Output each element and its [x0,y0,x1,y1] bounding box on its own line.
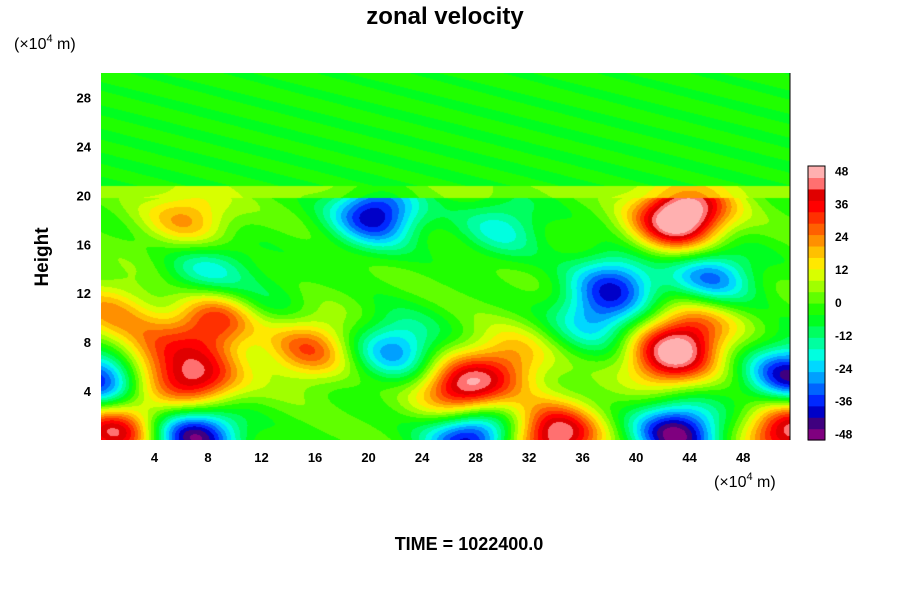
colorbar-band [808,337,825,350]
colorbar-tick-label: -12 [835,329,853,343]
x-unit-exponent: 4 [746,471,752,483]
colorbar-band [808,348,825,361]
colorbar-band [808,417,825,430]
x-tick-label: 48 [736,450,750,465]
colorbar-band [808,200,825,213]
colorbar [807,165,826,441]
colorbar-band [808,234,825,247]
y-tick-label: 24 [77,139,92,154]
chart-title: zonal velocity [366,3,524,30]
colorbar-band [808,428,825,441]
y-tick-label: 28 [77,90,91,105]
colorbar-tick-label: 12 [835,263,849,277]
colorbar-band [808,405,825,418]
colorbar-tick-label: 36 [835,197,849,211]
y-tick-label: 16 [77,237,91,252]
colorbar-band [808,280,825,293]
colorbar-tick-label: -24 [835,362,853,376]
y-unit-suffix: m) [53,36,76,53]
colorbar-band [808,268,825,281]
y-tick-labels: 4 8 12 16 20 24 28 [77,90,92,399]
x-tick-label: 24 [415,450,430,465]
colorbar-tick-label: -36 [835,395,853,409]
colorbar-band [808,371,825,384]
colorbar-band [808,394,825,407]
colorbar-tick-label: -48 [835,428,853,442]
x-tick-labels: 4 8 12 16 20 24 28 32 36 40 44 48 [151,450,751,465]
colorbar-band [808,177,825,190]
heatmap-area [101,73,790,440]
x-tick-label: 28 [468,450,482,465]
y-unit-label: (×104 m) [14,33,76,53]
colorbar-band [808,360,825,373]
colorbar-tick-label: 0 [835,296,842,310]
x-tick-label: 20 [361,450,375,465]
colorbar-band [808,211,825,224]
colorbar-band [808,245,825,258]
time-label: TIME = 1022400.0 [395,534,544,554]
colorbar-band [808,382,825,395]
x-tick-label: 8 [204,450,211,465]
colorbar-frame [807,165,826,441]
y-tick-label: 12 [77,286,91,301]
x-tick-label: 4 [151,450,159,465]
y-unit-prefix: (×10 [14,36,47,53]
x-tick-label: 40 [629,450,643,465]
y-tick-label: 4 [84,384,92,399]
y-tick-label: 8 [84,335,91,350]
x-unit-prefix: (×10 [714,474,747,491]
colorbar-tick-label: 48 [835,164,849,178]
x-tick-label: 44 [682,450,697,465]
y-tick-label: 20 [77,188,91,203]
colorbar-band [808,303,825,316]
colorbar-band [808,314,825,327]
y-unit-exponent: 4 [46,33,52,45]
colorbar-band [808,325,825,338]
colorbar-band [808,223,825,236]
colorbar-band [808,291,825,304]
x-unit-suffix: m) [753,474,776,491]
x-tick-label: 16 [308,450,322,465]
y-axis-label: Height [32,227,53,287]
colorbar-tick-labels: 48 36 24 12 0 -12 -24 -36 -48 [835,164,853,441]
heatmap-canvas [101,73,790,440]
x-unit-label: (×104 m) [714,471,776,491]
colorbar-band [808,257,825,270]
colorbar-tick-label: 24 [835,230,849,244]
x-tick-label: 12 [254,450,268,465]
colorbar-band [808,188,825,201]
x-tick-label: 32 [522,450,536,465]
colorbar-band [808,166,825,179]
x-tick-label: 36 [575,450,589,465]
